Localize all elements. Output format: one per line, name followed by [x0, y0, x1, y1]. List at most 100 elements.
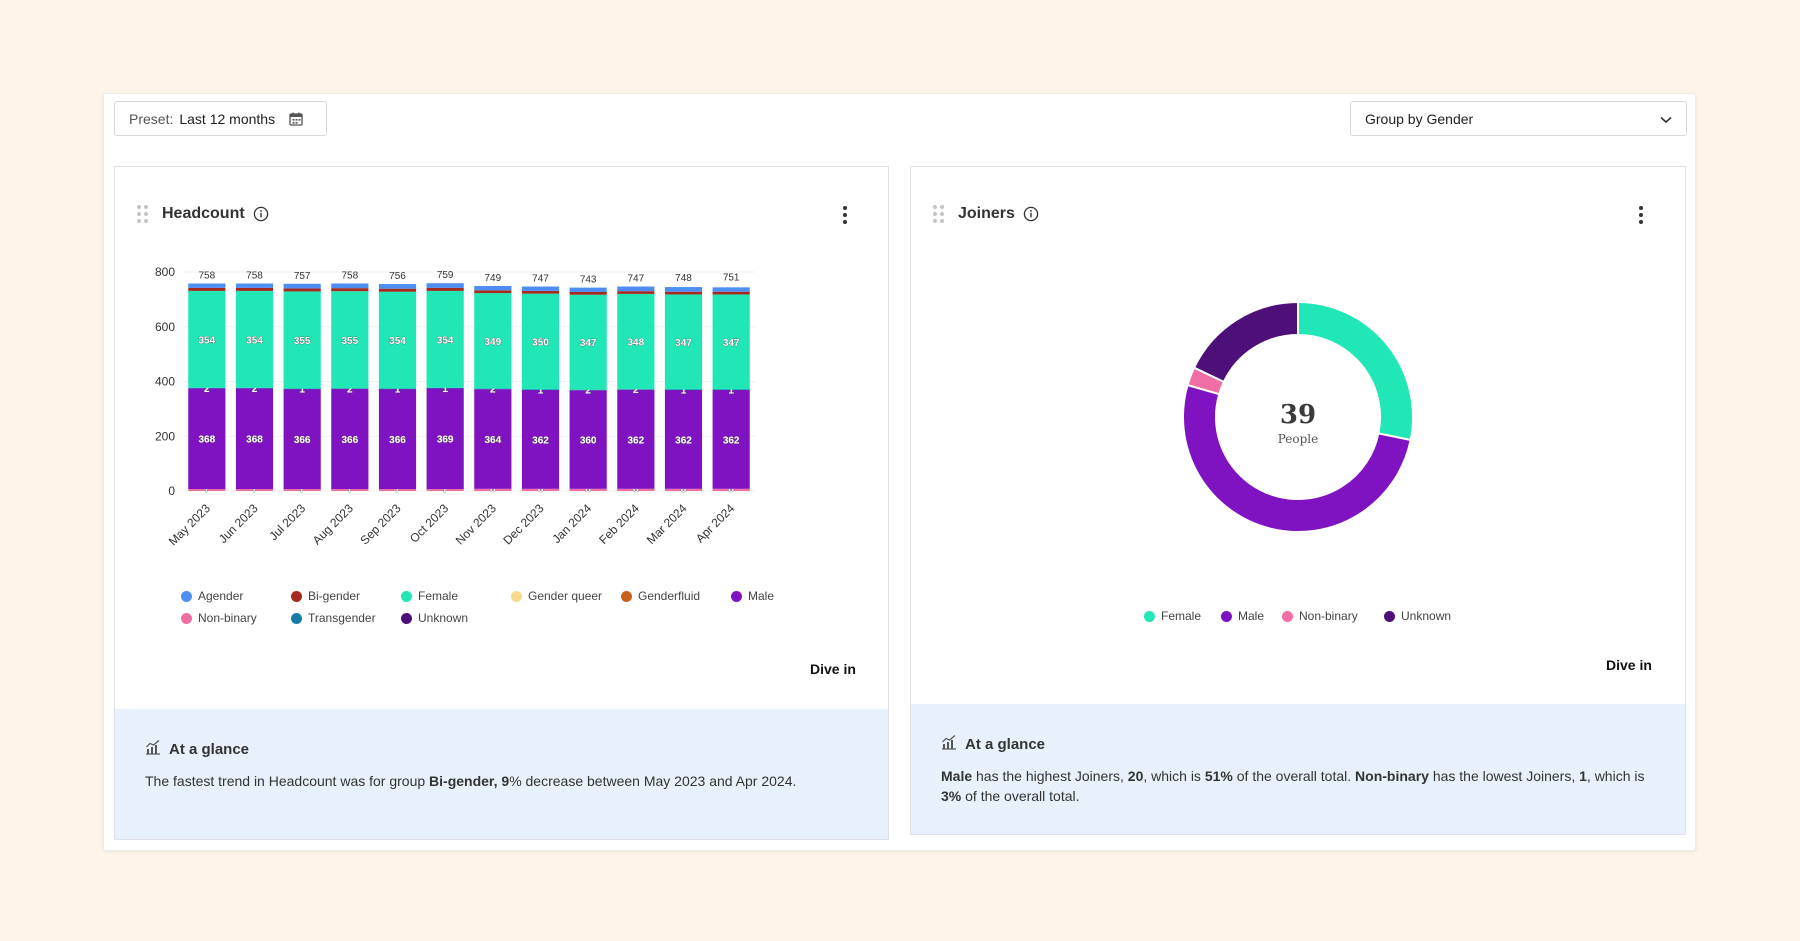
legend-label: Non-binary	[198, 611, 257, 625]
bar-data-label: 8	[681, 484, 687, 495]
bar-data-label: 362	[723, 435, 740, 446]
bar-segment	[426, 489, 464, 491]
bar-data-label: 362	[675, 435, 692, 446]
y-tick-label: 0	[168, 484, 175, 498]
bar-segment	[521, 290, 560, 294]
legend-item[interactable]: Bi-gender	[291, 589, 360, 603]
bar-segment	[331, 388, 369, 389]
info-icon[interactable]	[253, 206, 269, 222]
headcount-more-menu-icon[interactable]	[835, 205, 855, 225]
glance-text-highlight: 3%	[941, 788, 962, 804]
trend-chart-icon	[941, 734, 957, 754]
joiners-more-menu-icon[interactable]	[1631, 205, 1651, 225]
legend-swatch	[1282, 610, 1293, 622]
bar-data-label: 7	[442, 484, 448, 495]
legend-label: Male	[748, 589, 775, 603]
legend-swatch	[181, 612, 192, 624]
glance-title: At a glance	[965, 735, 1046, 753]
bar-data-label: 366	[294, 435, 311, 446]
bar-data-label: 1	[538, 385, 544, 396]
donut-slice	[1182, 383, 1412, 533]
bar-data-label: 349	[484, 337, 501, 348]
drag-handle-icon[interactable]	[933, 205, 944, 223]
bar-segment	[521, 286, 560, 291]
legend-swatch	[291, 590, 302, 602]
bar-segment	[521, 389, 560, 391]
joiners-glance-text: Male has the highest Joiners, 20, which …	[941, 766, 1655, 806]
legend-label: Bi-gender	[308, 589, 361, 603]
legend-label: Genderfluid	[638, 589, 701, 603]
legend-item[interactable]: Unknown	[401, 611, 468, 625]
headcount-chart: 0 200 400 600 800 7 368 2 354 758 May 2023 7 368 2 354…	[155, 265, 755, 548]
bar-data-label: 8	[633, 484, 639, 495]
donut-center-label: People	[1278, 432, 1318, 446]
bar-segment	[235, 283, 274, 288]
legend-item[interactable]: Female	[1144, 609, 1201, 623]
legend-label: Unknown	[418, 611, 469, 625]
y-tick-label: 600	[155, 320, 175, 334]
dashboard-frame: Preset: Last 12 months Group by Gender H…	[103, 93, 1696, 851]
calendar-icon[interactable]	[289, 112, 303, 126]
bar-data-label: 2	[585, 386, 591, 397]
bar-data-label: 355	[341, 336, 358, 347]
legend-item[interactable]: Agender	[181, 589, 243, 603]
bar-data-label: 2	[204, 384, 210, 395]
legend-item[interactable]: Female	[401, 589, 458, 603]
bar-data-label: 1	[728, 385, 734, 396]
bar-segment	[521, 488, 560, 491]
bar-data-label: 347	[723, 338, 740, 349]
glance-text-highlight: 20	[1127, 768, 1144, 784]
glance-title: At a glance	[169, 740, 250, 758]
bar-data-label: 368	[246, 435, 263, 446]
x-tick-label: Jun 2023	[216, 501, 261, 546]
bar-segment	[569, 287, 607, 292]
bar-total-label: 757	[294, 271, 311, 282]
glance-header: At a glance	[941, 734, 1655, 754]
bar-segment	[474, 293, 512, 389]
bar-segment	[188, 489, 226, 491]
bar-segment	[664, 287, 703, 292]
bar-segment	[188, 290, 226, 388]
drag-handle-icon[interactable]	[137, 205, 148, 223]
bar-total-label: 749	[484, 273, 501, 284]
bar-total-label: 743	[580, 275, 597, 286]
bar-segment	[664, 488, 703, 491]
preset-picker[interactable]: Preset: Last 12 months	[114, 101, 327, 136]
bar-data-label: 366	[341, 435, 358, 446]
legend-item[interactable]: Gender queer	[511, 589, 602, 603]
headcount-dive-in-button[interactable]: Dive in	[810, 661, 856, 677]
bar-data-label: 362	[627, 435, 644, 446]
y-tick-label: 400	[155, 375, 175, 389]
legend-item[interactable]: Male	[731, 589, 774, 603]
info-icon[interactable]	[1023, 206, 1039, 222]
glance-text-part: The fastest trend in Headcount was for g…	[145, 773, 430, 789]
legend-item[interactable]: Genderfluid	[621, 589, 700, 603]
bar-segment	[617, 291, 655, 294]
x-tick-label: Nov 2023	[453, 501, 499, 547]
bar-total-label: 758	[246, 270, 263, 281]
bar-segment	[378, 388, 417, 390]
legend-item[interactable]: Male	[1221, 609, 1264, 623]
bar-data-label: 8	[728, 484, 734, 495]
legend-item[interactable]: Unknown	[1384, 609, 1451, 623]
bar-data-label: 347	[580, 338, 597, 349]
bar-segment	[617, 293, 655, 390]
legend-item[interactable]: Non-binary	[1282, 609, 1358, 623]
glance-text-highlight: 51%	[1204, 768, 1233, 784]
joiners-dive-in-button[interactable]: Dive in	[1606, 657, 1652, 673]
bar-segment	[521, 293, 560, 390]
legend-item[interactable]: Non-binary	[181, 611, 257, 625]
legend-swatch	[731, 590, 742, 602]
bar-segment	[188, 287, 226, 291]
x-tick-label: Apr 2024	[693, 501, 738, 546]
bar-segment	[426, 287, 464, 291]
bar-segment	[712, 389, 750, 391]
legend-label: Female	[1161, 609, 1202, 623]
bar-segment	[474, 389, 512, 489]
legend-item[interactable]: Transgender	[291, 611, 376, 625]
group-by-select[interactable]: Group by Gender	[1350, 101, 1687, 136]
bar-segment	[283, 388, 321, 390]
bar-data-label: 7	[252, 484, 258, 495]
bar-segment	[378, 388, 417, 490]
bar-total-label: 758	[341, 270, 358, 281]
